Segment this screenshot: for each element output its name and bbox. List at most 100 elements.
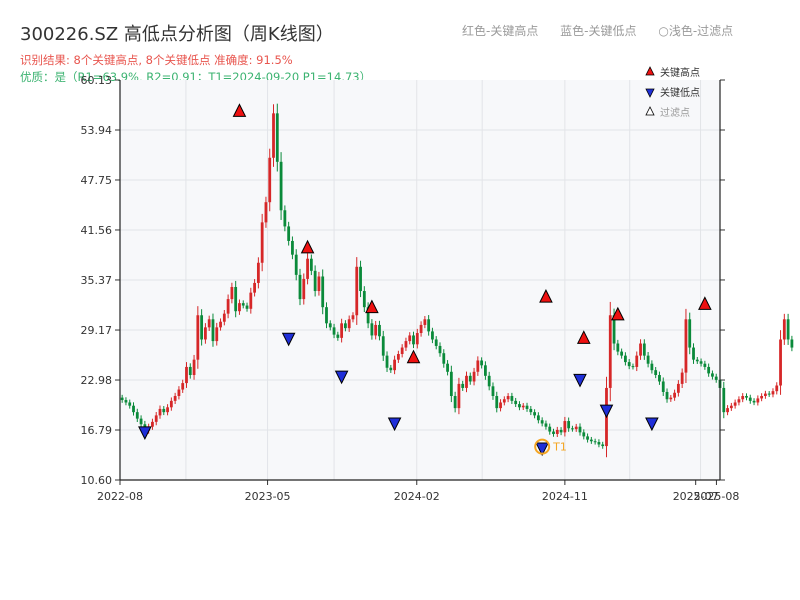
candle-body [775,385,779,392]
candle-body [154,415,158,422]
candle-body [552,431,555,434]
candle-body [533,412,536,416]
candle-body [449,371,453,397]
legend-marker [645,66,655,76]
candle-body [555,429,559,434]
key-low-marker [573,373,587,388]
legend-light-text: ○浅色-过滤点 [658,24,734,38]
candle-body [241,303,245,306]
candle-body [362,291,366,308]
candle-body [620,351,624,356]
key-low-marker [535,442,549,457]
candle-body [340,323,344,338]
candle-body [226,299,230,314]
candle-body [529,408,533,413]
candle-body [752,400,756,403]
candle-body [779,339,782,386]
key-low-marker [138,426,152,441]
legend-red-text: 红色-关键高点 [462,24,539,38]
candle-body [132,405,135,413]
y-tick-label: 16.79 [81,424,113,437]
candle-body [446,363,449,372]
candle-body [393,359,396,371]
y-tick-label: 10.60 [81,474,113,487]
key-low-marker [599,404,614,419]
candle-body [211,319,215,342]
y-tick-label: 60.13 [81,74,113,87]
candle-body [222,313,226,322]
legend-label: 关键高点 [660,66,700,79]
candle-body [756,398,760,403]
candle-body [351,315,355,320]
candle-body [654,370,658,376]
candle-body [745,396,748,398]
candle-body [665,391,669,400]
candle-body [612,315,616,344]
y-tick-label: 35.37 [81,274,113,287]
candle-body [404,341,408,348]
candle-body [162,408,166,413]
candle-body [729,405,733,409]
candle-body [518,404,521,408]
candle-body [608,315,612,388]
candle-body [313,270,317,292]
key-low-marker [645,417,659,432]
candle-body [760,396,764,399]
candle-body [699,361,703,364]
t1-label: T1 [552,441,567,454]
candle-body [200,315,204,340]
candle-body [722,387,726,413]
candle-body [317,276,321,292]
y-tick-label: 41.56 [81,224,113,237]
candle-body [381,336,385,356]
x-tick-label: 2023-05 [245,490,291,503]
candle-body [264,202,268,223]
candle-body [782,319,786,340]
candle-body [733,402,737,406]
candle-body [499,402,502,409]
candle-body [544,423,548,427]
candle-body [128,402,132,406]
candle-body [169,400,173,408]
y-tick-label: 22.98 [81,374,113,387]
candle-body [726,408,729,413]
candle-body [525,405,529,409]
candle-body [559,429,563,433]
candle-body [245,305,249,309]
x-tick-label: 2024-02 [394,490,440,503]
candle-body [328,323,332,328]
key-high-marker [698,296,712,310]
legend-blue-text: 蓝色-关键低点 [560,24,637,38]
candle-body [661,381,665,392]
candle-body [139,418,143,425]
key-high-marker [300,239,315,254]
x-tick-label: 2024-11 [542,490,588,503]
candle-body [207,319,211,328]
candle-body [302,278,306,300]
candle-body [635,355,639,367]
candle-body [487,375,491,387]
candle-body [536,415,540,421]
candle-body [741,396,745,400]
key-low-marker [334,370,349,385]
candle-body [786,319,790,340]
key-high-marker [232,103,247,117]
color-legend: 红色-关键高点 蓝色-关键低点 ○浅色-过滤点 [462,22,733,39]
candle-body [669,397,673,400]
candle-body [631,366,635,368]
candle-body [166,407,169,413]
candle-body [415,333,419,345]
candle-body [196,315,200,360]
candle-body [465,375,468,388]
candle-body [298,274,302,300]
candle-body [764,393,767,397]
legend-label: 过滤点 [660,106,690,119]
candle-body [642,343,646,356]
candle-body [578,426,582,433]
candle-body [457,383,461,409]
key-high-marker [611,306,625,321]
candle-body [673,392,676,398]
candle-body [567,421,571,429]
key-high-marker [365,299,379,314]
t1-circle [534,438,551,455]
